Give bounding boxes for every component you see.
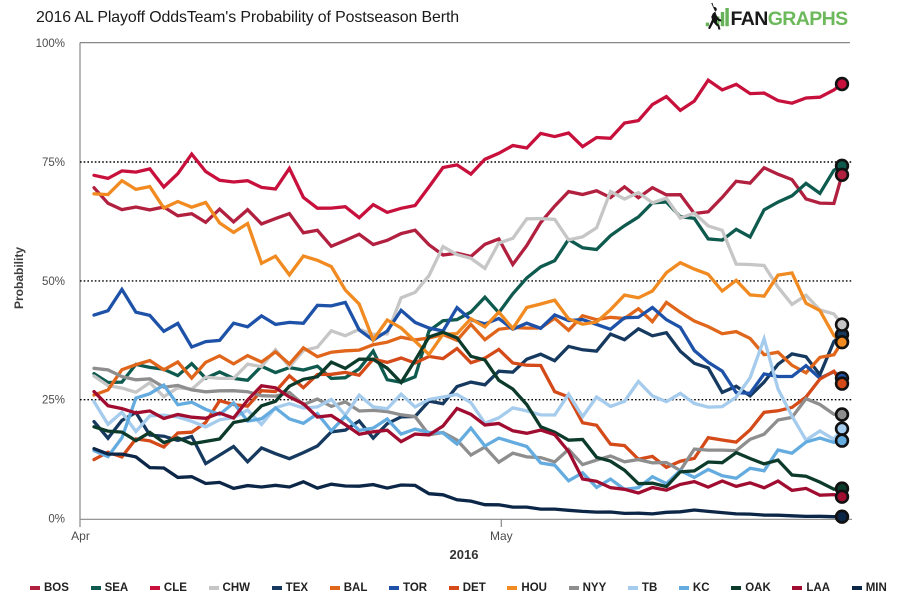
- svg-text:2016: 2016: [450, 547, 479, 562]
- svg-text:Probability: Probability: [12, 247, 26, 309]
- svg-text:Apr: Apr: [71, 529, 90, 543]
- svg-text:100%: 100%: [36, 38, 65, 50]
- svg-text:50%: 50%: [42, 276, 65, 288]
- svg-text:0%: 0%: [48, 514, 65, 526]
- svg-text:May: May: [490, 529, 513, 543]
- svg-text:FANGRAPHS: FANGRAPHS: [731, 8, 849, 30]
- svg-text:75%: 75%: [42, 157, 65, 169]
- svg-text:2016 AL Playoff OddsTeam's Pro: 2016 AL Playoff OddsTeam's Probability o…: [36, 9, 459, 26]
- svg-text:25%: 25%: [42, 395, 65, 407]
